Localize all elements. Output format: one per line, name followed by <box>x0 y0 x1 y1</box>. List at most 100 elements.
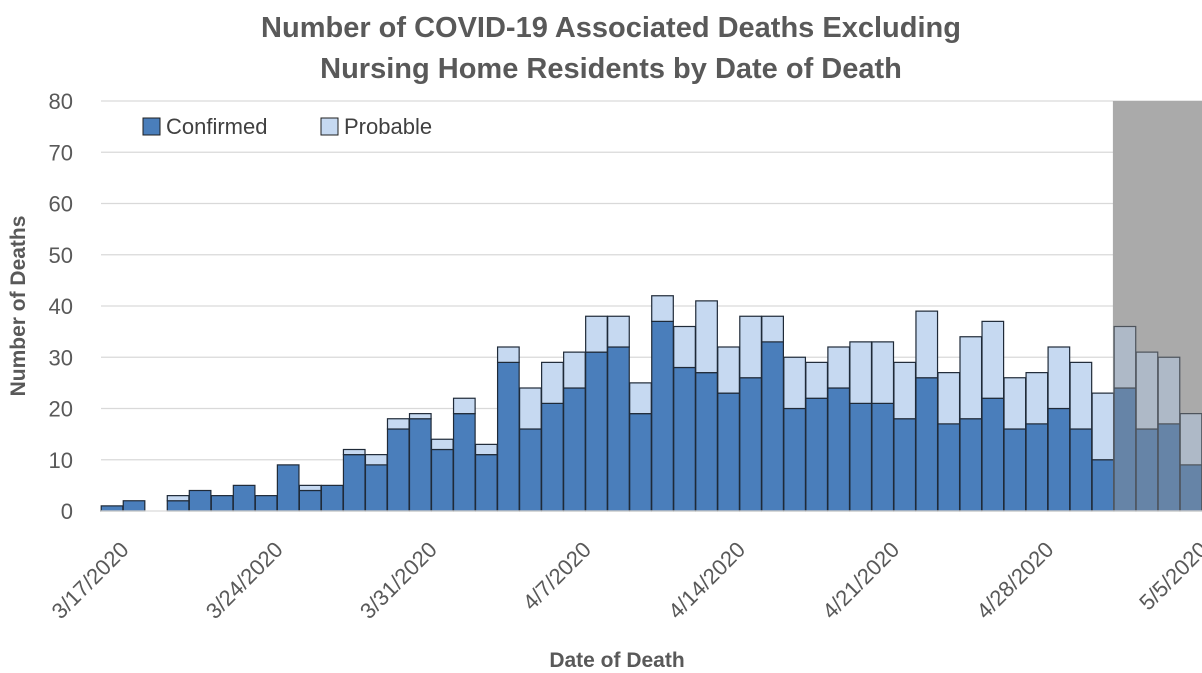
bar-probable-36 <box>893 361 917 420</box>
bar-probable-23 <box>607 315 630 348</box>
bar-confirmed-16 <box>452 413 476 512</box>
bar-probable-18 <box>496 346 520 363</box>
y-axis-ticks: 0 10 20 30 40 50 60 70 80 <box>49 89 73 524</box>
bar-confirmed-14 <box>408 418 432 512</box>
bar-probable-44 <box>1069 361 1093 430</box>
bar-confirmed-31 <box>783 407 807 512</box>
bar-probable-42 <box>1025 372 1049 425</box>
bar-probable-27 <box>695 300 718 374</box>
bar-confirmed-24 <box>629 413 652 512</box>
bar-probable-39 <box>959 336 983 420</box>
bar-confirmed-40 <box>981 397 1005 512</box>
bar-probable-31 <box>783 356 807 410</box>
bar-confirmed-29 <box>739 377 762 512</box>
y-tick-label: 60 <box>49 192 73 217</box>
bar-probable-26 <box>673 325 696 369</box>
x-tick-label: 3/24/2020 <box>201 537 288 624</box>
bar-confirmed-37 <box>915 377 939 512</box>
bar-probable-21 <box>563 351 586 389</box>
bar-probable-3 <box>166 495 190 502</box>
bar-probable-38 <box>937 372 961 425</box>
bar-confirmed-11 <box>342 454 366 512</box>
bar-probable-28 <box>717 346 740 394</box>
bar-probable-32 <box>805 361 829 399</box>
x-tick-label: 4/14/2020 <box>663 537 750 624</box>
bar-probable-22 <box>585 315 608 353</box>
bar-probable-34 <box>849 341 873 404</box>
bar-confirmed-43 <box>1047 407 1071 512</box>
legend-swatch-confirmed <box>142 117 161 136</box>
y-tick-label: 70 <box>49 140 73 165</box>
bar-confirmed-26 <box>673 366 696 512</box>
bar-probable-25 <box>651 295 674 322</box>
bar-probable-24 <box>629 382 652 415</box>
legend-swatch-probable <box>320 117 339 136</box>
bar-confirmed-3 <box>166 500 190 512</box>
bar-confirmed-1 <box>122 500 146 512</box>
bar-confirmed-0 <box>100 505 124 512</box>
chart-title-line-1: Number of COVID-19 Associated Deaths Exc… <box>261 12 961 44</box>
bar-confirmed-15 <box>430 448 454 512</box>
y-tick-label: 20 <box>49 397 73 422</box>
x-tick-label: 4/28/2020 <box>971 537 1058 624</box>
bar-confirmed-17 <box>474 454 498 512</box>
chart-title-line-2: Nursing Home Residents by Date of Death <box>320 53 902 85</box>
y-tick-label: 40 <box>49 294 73 319</box>
x-tick-label: 3/17/2020 <box>47 537 134 624</box>
bar-confirmed-42 <box>1025 423 1049 512</box>
shaded-region-overlay <box>1112 101 1202 511</box>
bar-probable-12 <box>364 454 388 466</box>
bar-confirmed-32 <box>805 397 829 512</box>
bar-probable-16 <box>452 397 476 415</box>
x-tick-label: 4/7/2020 <box>518 537 596 615</box>
bar-probable-11 <box>342 448 366 456</box>
bar-confirmed-21 <box>563 387 586 512</box>
bar-confirmed-6 <box>232 484 256 512</box>
x-tick-label: 4/21/2020 <box>817 537 904 624</box>
bar-confirmed-18 <box>496 361 520 512</box>
bar-confirmed-22 <box>585 351 608 512</box>
bar-probable-41 <box>1003 377 1027 430</box>
bar-confirmed-4 <box>188 489 212 512</box>
x-tick-label: 5/5/2020 <box>1134 537 1202 615</box>
x-tick-label: 3/31/2020 <box>355 537 442 624</box>
bar-confirmed-33 <box>827 387 851 512</box>
bar-probable-35 <box>871 341 895 404</box>
bar-confirmed-28 <box>717 392 740 512</box>
bar-confirmed-39 <box>959 418 983 512</box>
bar-probable-17 <box>474 443 498 456</box>
legend: Confirmed Probable <box>142 114 432 139</box>
bar-confirmed-30 <box>761 341 784 512</box>
bar-confirmed-44 <box>1069 428 1093 512</box>
bar-confirmed-13 <box>386 428 410 512</box>
bar-confirmed-9 <box>298 489 322 512</box>
bar-confirmed-7 <box>254 495 278 512</box>
bar-probable-9 <box>298 484 322 492</box>
bars <box>100 295 1202 512</box>
bar-probable-19 <box>519 387 542 430</box>
y-tick-label: 50 <box>49 243 73 268</box>
y-tick-label: 0 <box>61 499 73 524</box>
bar-confirmed-36 <box>893 418 917 512</box>
bar-confirmed-35 <box>871 402 895 512</box>
y-tick-label: 30 <box>49 345 73 370</box>
x-axis-ticks: 3/17/2020 3/24/2020 3/31/2020 4/7/2020 4/14/… <box>47 537 1202 624</box>
bar-confirmed-23 <box>607 346 630 512</box>
shaded-overlay <box>1112 101 1202 511</box>
bar-confirmed-12 <box>364 464 388 512</box>
bar-probable-48 <box>1157 356 1181 425</box>
bar-confirmed-19 <box>519 428 542 512</box>
legend-label-probable: Probable <box>344 114 432 139</box>
bar-confirmed-45 <box>1091 459 1115 512</box>
bar-confirmed-20 <box>541 402 564 512</box>
y-tick-label: 10 <box>49 448 73 473</box>
bar-probable-40 <box>981 320 1005 399</box>
bar-confirmed-25 <box>651 320 674 512</box>
bar-confirmed-34 <box>849 402 873 512</box>
y-axis-title: Number of Deaths <box>7 216 30 397</box>
bar-confirmed-27 <box>695 372 718 512</box>
bar-confirmed-10 <box>320 484 344 512</box>
bar-probable-20 <box>541 361 564 404</box>
